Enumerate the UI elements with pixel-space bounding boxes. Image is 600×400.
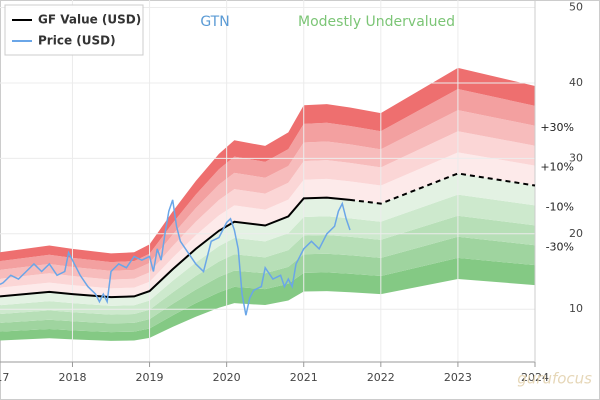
- y-tick-label: 10: [569, 302, 583, 315]
- series-line: [0, 196, 351, 299]
- value-band: [0, 215, 535, 324]
- series-line: [0, 199, 351, 316]
- x-tick-label: 2024: [521, 371, 549, 384]
- x-tick-label: 2022: [367, 371, 395, 384]
- x-tick-label: 2018: [58, 371, 86, 384]
- chart-title: GTN: [200, 14, 229, 30]
- valuation-status: Modestly Undervalued: [298, 14, 455, 30]
- x-tick-label: 2023: [444, 371, 472, 384]
- legend-label: GF Value (USD): [38, 13, 141, 27]
- series-line: [349, 172, 536, 205]
- legend-label: Price (USD): [38, 34, 116, 48]
- value-band: [0, 257, 535, 341]
- y-tick-label: 30: [569, 151, 583, 164]
- band-label: +10%: [540, 161, 574, 174]
- bands: [0, 67, 535, 341]
- watermark: gurufocus: [517, 370, 592, 388]
- y-tick-label: 20: [569, 227, 583, 240]
- plot: 10 20 30 40 50 2017 2018 2019 2020 2021 2022 2023 20…: [0, 0, 583, 384]
- x-tick-label: 2019: [136, 371, 164, 384]
- x-tick-label: 2017: [0, 371, 9, 384]
- value-band: [0, 88, 535, 271]
- y-tick-label: 40: [569, 76, 583, 89]
- x-tick-label: 2021: [290, 371, 318, 384]
- value-band: [0, 67, 535, 263]
- x-tick-label: 2020: [213, 371, 241, 384]
- legend-box: [4, 4, 144, 56]
- value-band: [0, 131, 535, 289]
- value-band: [0, 152, 535, 298]
- value-band: [0, 173, 535, 306]
- band-label: -30%: [546, 240, 574, 253]
- band-label: +30%: [540, 121, 574, 134]
- value-band: [0, 110, 535, 280]
- value-band: [0, 236, 535, 333]
- y-tick-label: 50: [569, 1, 583, 14]
- band-label: -10%: [546, 200, 574, 213]
- value-band: [0, 194, 535, 315]
